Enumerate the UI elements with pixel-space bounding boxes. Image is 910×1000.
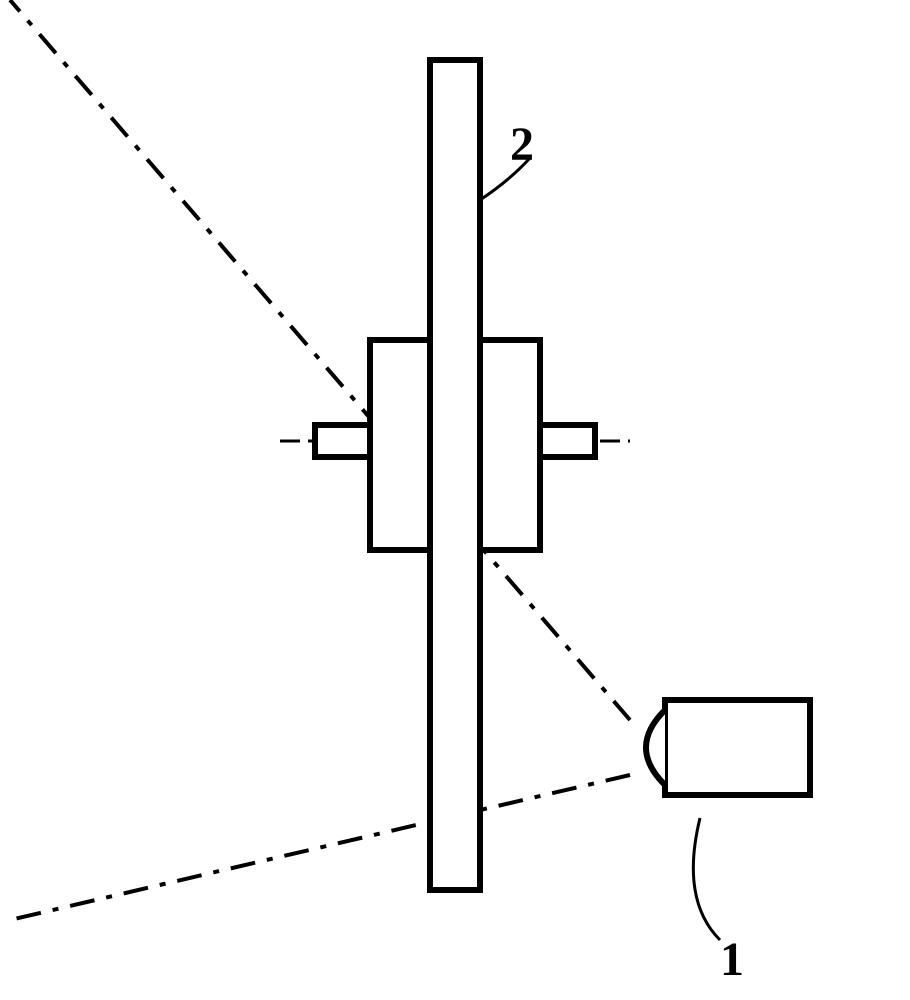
hub-right <box>480 340 540 550</box>
shaft-right <box>540 425 595 457</box>
label-1: 1 <box>720 933 744 986</box>
technical-diagram: 12 <box>0 0 910 1000</box>
shaft-left <box>315 425 370 457</box>
fov-line-lower <box>10 775 630 920</box>
camera-body <box>665 700 810 795</box>
vertical-bar <box>430 60 480 890</box>
camera-lens <box>646 710 665 785</box>
label-2: 2 <box>510 118 534 171</box>
leader-1 <box>693 818 720 940</box>
hub-left <box>370 340 430 550</box>
